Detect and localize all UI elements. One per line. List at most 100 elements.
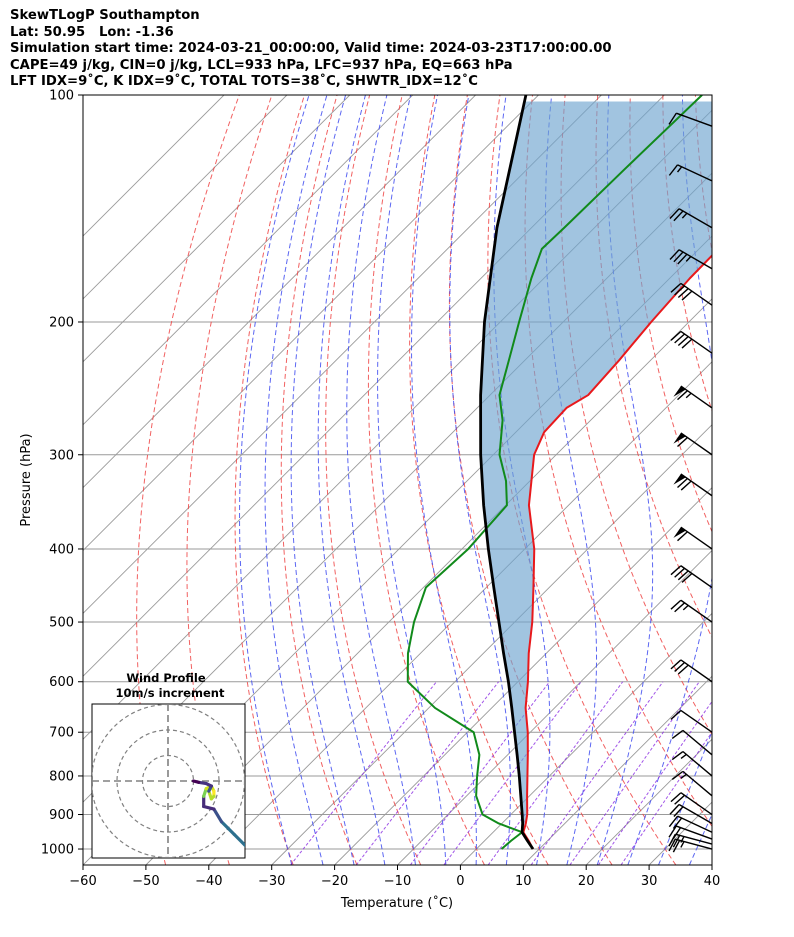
wind-barb — [669, 208, 713, 229]
x-tick-label: −50 — [132, 874, 159, 889]
y-tick-label: 1000 — [41, 843, 74, 858]
dewpoint-profile-line — [406, 95, 703, 850]
isotherm-line — [208, 361, 712, 865]
plot-area — [83, 95, 794, 865]
y-tick-label: 400 — [49, 542, 74, 557]
axes: −60 −50 −40 −30 −20 −10 0 10 20 30 40 1000 900 800 700… — [41, 89, 720, 890]
wind-barb — [669, 803, 713, 825]
y-tick-label: 500 — [49, 616, 74, 631]
wind-barb — [668, 164, 713, 182]
mixing-ratio-line — [530, 681, 664, 865]
y-tick-label: 300 — [49, 448, 74, 463]
stability-indices-line: LFT IDX=9˚C, K IDX=9˚C, TOTAL TOTS=38˚C,… — [10, 74, 478, 90]
wind-barbs — [668, 112, 713, 853]
moist-adiabat-line — [658, 730, 712, 865]
isotherm-line — [83, 95, 288, 300]
wind-barb — [670, 282, 713, 306]
dry-adiabat-line — [662, 95, 712, 413]
moist-adiabat-line — [596, 95, 654, 865]
hodograph-subtitle: 10m/s increment — [116, 686, 225, 700]
isotherm-line — [460, 612, 712, 865]
dry-adiabat-line — [728, 95, 794, 865]
x-tick-label: −20 — [321, 874, 348, 889]
hodograph-segment — [219, 820, 236, 837]
moist-adiabat-line — [627, 95, 712, 865]
wind-barb — [668, 112, 713, 127]
isotherm-line — [522, 675, 712, 865]
dry-adiabat-line — [325, 95, 422, 865]
moist-adiabat-line — [239, 95, 310, 865]
moist-adiabat-line — [290, 95, 355, 865]
isotherm-line — [83, 95, 602, 615]
moist-adiabat-line — [449, 95, 511, 865]
hodograph-inset — [91, 703, 246, 859]
hodograph-segment — [202, 804, 216, 811]
hodograph-title: Wind Profile — [126, 671, 206, 685]
wind-barb — [670, 659, 713, 683]
mixing-ratio-line — [487, 681, 624, 865]
hodograph-segment — [232, 832, 245, 848]
isotherm-line — [711, 864, 712, 865]
isotherm-line — [83, 95, 351, 363]
chart-title: SkewTLogP Southampton — [10, 8, 200, 23]
y-tick-label: 600 — [49, 675, 74, 690]
x-tick-label: 0 — [456, 874, 464, 889]
moist-adiabat-line — [720, 95, 794, 865]
moist-adiabat-line — [377, 95, 447, 865]
convective-params-line: CAPE=49 j/kg, CIN=0 j/kg, LCL=933 hPa, L… — [10, 57, 513, 73]
dry-adiabat-line — [595, 95, 712, 639]
x-axis-title: Temperature (˚C) — [340, 895, 453, 911]
mixing-ratio-line — [620, 731, 712, 865]
dry-adiabat-line — [186, 95, 273, 865]
wind-barb — [668, 838, 713, 853]
wind-barb — [670, 709, 713, 733]
moist-adiabat-line — [346, 95, 416, 865]
parcel-profile-line — [479, 95, 535, 850]
isotherm-line — [83, 95, 225, 237]
mixing-ratio-line — [597, 700, 712, 865]
dry-adiabat-line — [280, 95, 358, 865]
y-tick-label: 900 — [49, 808, 74, 823]
location-line: Lat: 50.95 Lon: -1.36 — [10, 24, 174, 40]
x-tick-label: 10 — [515, 874, 532, 889]
isotherm-line — [334, 486, 712, 865]
mixing-ratio-line — [409, 681, 550, 865]
mixing-ratio-line — [355, 681, 500, 865]
temperature-profile-line — [522, 254, 712, 850]
isotherm-line — [83, 95, 414, 426]
y-tick-label: 100 — [49, 89, 74, 104]
isotherm-line — [775, 95, 794, 865]
chart-header: SkewTLogP Southampton Lat: 50.95 Lon: -1… — [10, 8, 612, 91]
dry-adiabat-line — [560, 95, 712, 736]
isotherm-line — [271, 424, 712, 865]
x-tick-label: 30 — [641, 874, 658, 889]
wind-barb — [673, 432, 713, 456]
cape-area — [480, 101, 712, 828]
isotherm-line — [83, 95, 539, 552]
wind-barb — [673, 385, 713, 409]
y-axis-title: Pressure (hPa) — [19, 433, 34, 526]
wind-barb — [673, 473, 713, 497]
x-tick-label: −30 — [258, 874, 285, 889]
moist-adiabat-line — [411, 95, 477, 865]
y-tick-label: 200 — [49, 315, 74, 330]
wind-barb — [670, 599, 713, 623]
x-tick-label: −10 — [384, 874, 411, 889]
dry-adiabat-line — [409, 95, 549, 865]
wind-barb — [668, 825, 713, 840]
wind-barb — [668, 815, 713, 833]
isotherm-line — [83, 95, 476, 489]
wind-barb — [670, 792, 713, 816]
moist-adiabat-line — [264, 95, 328, 865]
wind-barb — [669, 249, 713, 270]
dry-adiabat-line — [234, 95, 305, 865]
y-tick-label: 800 — [49, 769, 74, 784]
mixing-ratio-line — [569, 681, 700, 865]
simulation-time-line: Simulation start time: 2024-03-21_00:00:… — [10, 41, 612, 57]
mixing-ratio-line — [290, 681, 437, 865]
wind-barb — [673, 526, 713, 550]
dry-adiabat-line — [761, 95, 794, 865]
hodograph-segment — [212, 807, 224, 824]
x-tick-label: −40 — [195, 874, 222, 889]
